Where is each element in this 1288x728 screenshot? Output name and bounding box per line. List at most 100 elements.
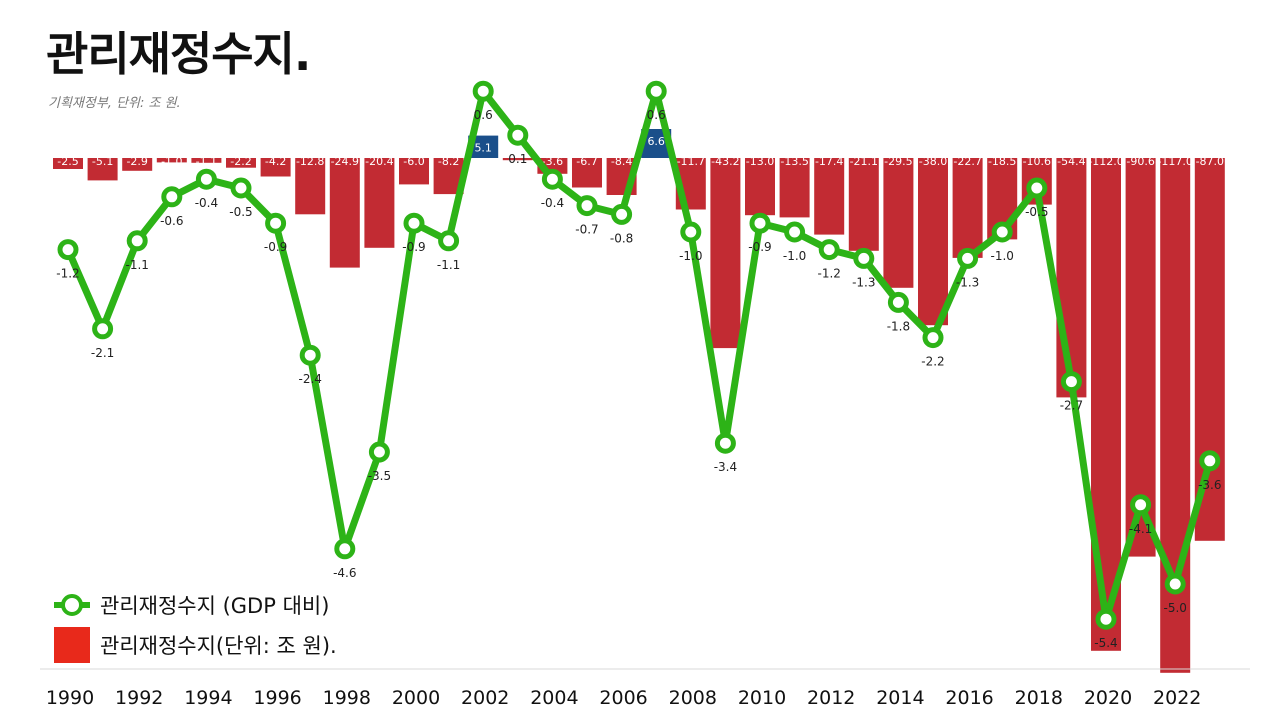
line-label-2011: -1.0: [783, 249, 806, 263]
line-point-2002: [472, 80, 494, 102]
x-tick-1998: 1998: [323, 687, 371, 709]
bar-label-2011: -13.5: [780, 155, 808, 168]
bar-1990: [53, 158, 83, 169]
x-tick-2004: 2004: [530, 687, 578, 709]
bar-label-2022: -117.0: [1157, 155, 1192, 168]
line-label-2012: -1.2: [817, 267, 840, 281]
bar-label-2019: -54.4: [1057, 155, 1085, 168]
legend: 관리재정수지 (GDP 대비) 관리재정수지(단위: 조 원).: [54, 585, 337, 665]
bar-label-2004: -3.6: [542, 155, 563, 168]
line-point-2003: [507, 124, 529, 146]
line-label-2014: -1.8: [887, 319, 910, 333]
line-point-2001: [438, 230, 460, 252]
line-label-2004: -0.4: [541, 196, 564, 210]
bar-label-1999: -20.4: [365, 155, 393, 168]
line-label-2009: -3.4: [714, 460, 737, 474]
line-label-2010: -0.9: [748, 240, 771, 254]
bar-label-1995: -2.2: [230, 155, 251, 168]
bar-label-2020: -112.0: [1088, 155, 1123, 168]
line-point-2016: [957, 247, 979, 269]
line-point-2010: [749, 212, 771, 234]
line-label-2005: -0.7: [575, 223, 598, 237]
bar-label-1992: -2.9: [126, 155, 147, 168]
x-tick-2012: 2012: [807, 687, 855, 709]
line-point-2012: [818, 239, 840, 261]
bar-1991: [87, 158, 118, 181]
line-label-2020: -5.4: [1094, 636, 1117, 650]
line-label-2016: -1.3: [956, 275, 979, 289]
x-tick-2002: 2002: [461, 687, 509, 709]
line-point-2021: [1130, 494, 1152, 516]
line-point-1995: [230, 177, 252, 199]
x-tick-2016: 2016: [945, 687, 993, 709]
line-label-2015: -2.2: [921, 355, 944, 369]
bar-label-2013: -21.1: [850, 155, 878, 168]
bar-2014: [883, 158, 914, 288]
legend-bar-swatch: [54, 627, 90, 663]
bar-2003: [502, 158, 533, 161]
legend-item-line: 관리재정수지 (GDP 대비): [54, 585, 337, 625]
bar-2010: [745, 158, 775, 216]
bar-2000: [399, 158, 429, 185]
line-label-2019: -2.7: [1060, 399, 1083, 413]
bar-2023: [1194, 158, 1225, 541]
line-point-2020: [1095, 608, 1117, 630]
gdp-ratio-line: [64, 87, 1214, 623]
line-label-1996: -0.9: [264, 240, 287, 254]
line-label-1991: -2.1: [91, 346, 114, 360]
bar-2011: [779, 158, 810, 218]
bar-1996: [260, 158, 291, 177]
line-point-1990: [57, 239, 79, 261]
line-label-1997: -2.4: [298, 372, 321, 386]
bar-label-1991: -5.1: [92, 155, 113, 168]
bar-label-2010: -13.0: [746, 155, 774, 168]
bar-2013: [848, 158, 879, 251]
bar-label-1993: -1.0: [161, 155, 182, 168]
line-label-2013: -1.3: [852, 275, 875, 289]
bar-label-2002: 5.1: [474, 142, 492, 155]
line-label-2008: -1.0: [679, 249, 702, 263]
line-label-2001: -1.1: [437, 258, 460, 272]
bar-label-2001: -8.2: [438, 155, 459, 168]
x-tick-2006: 2006: [599, 687, 647, 709]
bar-2002: [468, 135, 499, 158]
bar-2022: [1160, 158, 1191, 673]
line-label-2021: -4.1: [1129, 522, 1152, 536]
x-tick-1990: 1990: [46, 687, 94, 709]
bar-label-2006: -8.4: [611, 155, 632, 168]
bar-label-2017: -18.5: [988, 155, 1016, 168]
bar-2009: [710, 158, 741, 349]
line-point-1997: [299, 344, 321, 366]
bar-1992: [122, 158, 153, 171]
line-label-2018: -0.5: [1025, 205, 1048, 219]
bar-1998: [329, 158, 360, 268]
line-label-1995: -0.5: [229, 205, 252, 219]
x-tick-1992: 1992: [115, 687, 163, 709]
line-point-1993: [161, 186, 183, 208]
line-point-2022: [1164, 573, 1186, 595]
line-point-1994: [195, 168, 217, 190]
bar-label-2023: -87.0: [1196, 155, 1224, 168]
bar-2019: [1056, 158, 1087, 398]
x-tick-2008: 2008: [669, 687, 717, 709]
bar-label-2007: 6.6: [647, 135, 665, 148]
line-point-2005: [576, 195, 598, 217]
x-tick-1994: 1994: [184, 687, 232, 709]
bar-1995: [226, 158, 256, 168]
bar-label-1998: -24.9: [331, 155, 359, 168]
x-tick-2000: 2000: [392, 687, 440, 709]
bar-label-1996: -4.2: [265, 155, 286, 168]
line-label-1994: -0.4: [195, 196, 218, 210]
bar-label-2005: -6.7: [576, 155, 597, 168]
x-tick-2022: 2022: [1153, 687, 1201, 709]
bar-1994: [191, 158, 222, 163]
line-label-2002: 0.6: [474, 108, 493, 122]
line-point-2013: [853, 247, 875, 269]
line-series: [57, 80, 1221, 630]
line-label-group: -1.2 -2.1 -1.1 -0.6 -0.4 -0.5 -0.9 -2.4 -4.6 -3.5…: [56, 108, 1221, 650]
legend-line-label: 관리재정수지 (GDP 대비): [100, 594, 330, 618]
bar-2016: [952, 158, 983, 258]
bar-2021: [1125, 158, 1156, 557]
legend-item-bar: 관리재정수지(단위: 조 원).: [54, 625, 337, 665]
line-point-2023: [1199, 450, 1221, 472]
